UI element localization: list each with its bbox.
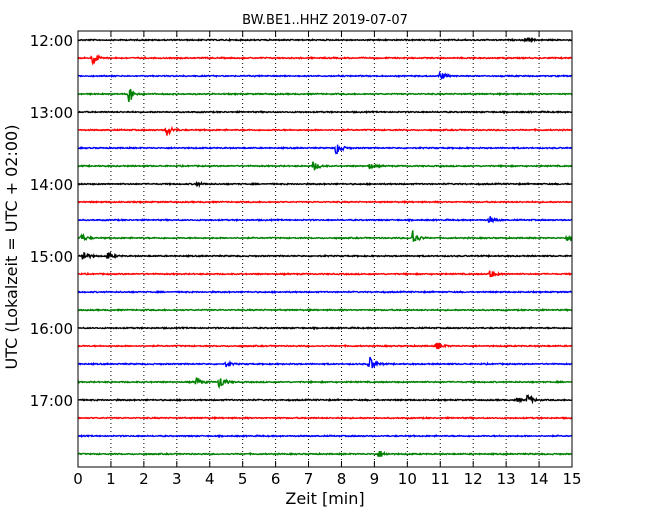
trace-1700	[77, 394, 572, 405]
trace-1645	[77, 377, 573, 390]
trace-1315	[77, 125, 573, 136]
y-tick-label-0: 12:00	[30, 32, 73, 50]
x-tick-label-7: 7	[304, 470, 314, 488]
trace-1715	[77, 415, 573, 421]
trace-1245	[77, 88, 573, 103]
x-tick-label-2: 2	[139, 470, 149, 488]
x-tick-label-8: 8	[337, 470, 347, 488]
x-tick-label-4: 4	[205, 470, 215, 488]
trace-1330	[77, 144, 573, 155]
trace-1630	[78, 356, 573, 369]
trace-1515	[77, 270, 572, 278]
trace-1230	[77, 70, 573, 80]
trace-1430	[77, 216, 573, 224]
trace-1215	[77, 53, 573, 66]
y-axis-label: UTC (Lokalzeit = UTC + 02:00)	[2, 125, 21, 370]
y-tick-label-1: 13:00	[30, 104, 73, 122]
x-axis-label: Zeit [min]	[285, 489, 364, 508]
trace-1545	[77, 307, 572, 313]
trace-1300	[77, 109, 573, 115]
x-tick-label-13: 13	[497, 470, 516, 488]
chart-title: BW.BE1..HHZ 2019-07-07	[242, 13, 408, 28]
x-tick-label-6: 6	[271, 470, 281, 488]
trace-1415	[77, 199, 573, 205]
y-axis-ticks: 12:00 13:00 14:00 15:00 16:00 17:00	[30, 32, 572, 410]
trace-1615	[77, 342, 573, 350]
trace-1730	[77, 433, 573, 439]
y-tick-label-5: 17:00	[30, 392, 73, 410]
x-tick-label-10: 10	[398, 470, 417, 488]
trace-1530	[77, 289, 573, 295]
y-tick-label-2: 14:00	[30, 176, 73, 194]
y-tick-label-4: 16:00	[30, 320, 73, 338]
seismogram-traces	[77, 36, 573, 458]
x-tick-label-11: 11	[431, 470, 450, 488]
trace-1600	[77, 325, 573, 331]
x-tick-label-14: 14	[530, 470, 549, 488]
x-tick-label-9: 9	[370, 470, 380, 488]
trace-1345	[77, 161, 573, 171]
x-tick-label-5: 5	[238, 470, 248, 488]
plot-frame	[77, 30, 573, 468]
x-tick-label-12: 12	[464, 470, 483, 488]
y-tick-label-3: 15:00	[30, 248, 73, 266]
x-tick-label-3: 3	[172, 470, 182, 488]
x-axis-ticks: 0 1 2 3 4 5 6 7 8 9 10 11 12 13 14 15	[73, 31, 582, 488]
trace-1400	[77, 180, 573, 189]
trace-1500	[78, 251, 573, 260]
trace-1745	[77, 450, 573, 458]
trace-1200	[77, 36, 573, 44]
x-tick-label-0: 0	[73, 470, 83, 488]
x-tick-label-1: 1	[106, 470, 116, 488]
x-tick-label-15: 15	[562, 470, 581, 488]
trace-1445	[77, 230, 573, 242]
x-grid	[110, 31, 540, 467]
